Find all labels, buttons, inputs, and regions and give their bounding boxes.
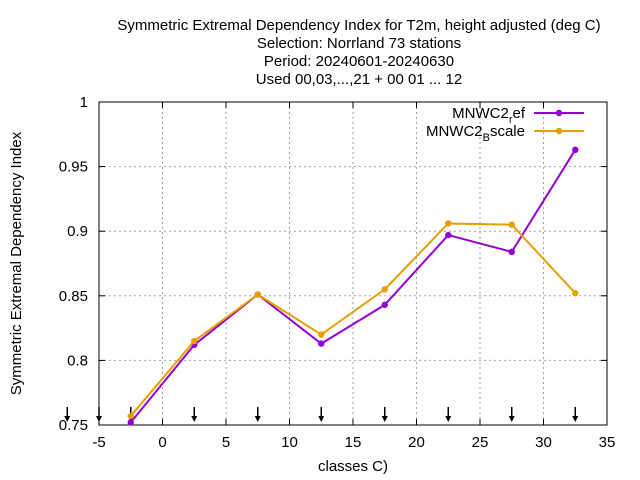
- title-line-3: Period: 20240601-20240630: [264, 53, 454, 70]
- legend-swatch-point: [555, 127, 563, 135]
- down-arrow-marker: [445, 407, 452, 422]
- legend-entry-1: MNWC2ref: [452, 105, 584, 126]
- data-point: [572, 290, 579, 297]
- series-1: [127, 146, 579, 426]
- data-point: [445, 231, 452, 239]
- data-point: [508, 221, 515, 228]
- legend-swatch-point: [555, 109, 563, 117]
- down-arrow-marker: [191, 407, 198, 422]
- x-tick-label: 30: [535, 434, 552, 451]
- y-tick-label: 0.85: [59, 288, 88, 305]
- x-tick-label: 5: [222, 434, 230, 451]
- series-lines: [127, 146, 579, 426]
- title-line-2: Selection: Norrland 73 stations: [257, 35, 461, 52]
- data-point: [127, 419, 134, 426]
- data-point: [127, 412, 134, 420]
- data-point: [508, 248, 515, 256]
- data-point: [254, 291, 261, 298]
- y-tick-label: 0.95: [59, 159, 88, 176]
- chart-title: Symmetric Extremal Dependency Index for …: [117, 17, 600, 88]
- down-arrow-marker: [96, 407, 102, 422]
- x-tick-label: 35: [599, 434, 616, 451]
- x-axis-label: classes C): [318, 458, 388, 475]
- down-arrow-marker: [572, 407, 579, 422]
- down-arrow-marker: [508, 407, 515, 422]
- y-tick-label: 0.8: [67, 352, 88, 369]
- title-line-1: Symmetric Extremal Dependency Index for …: [117, 17, 600, 34]
- data-point: [381, 301, 388, 309]
- down-arrow-marker: [381, 407, 388, 422]
- down-arrow-marker: [254, 407, 261, 422]
- data-point: [445, 220, 452, 227]
- data-point: [381, 286, 388, 293]
- y-axis-label: Symmetric Extremal Dependency Index: [8, 131, 25, 395]
- title-line-4: Used 00,03,...,21 + 00 01 ... 12: [256, 71, 462, 88]
- data-point: [191, 337, 198, 345]
- x-tick-label: 20: [408, 434, 425, 451]
- data-point: [318, 340, 325, 347]
- series-2: [127, 220, 579, 420]
- x-tick-label: 0: [158, 434, 166, 451]
- down-arrow-marker: [318, 407, 325, 422]
- series-line: [129, 222, 576, 417]
- data-point: [318, 331, 325, 338]
- y-tick-label: 0.75: [59, 417, 88, 434]
- y-tick-label: 1: [80, 94, 88, 111]
- data-point: [572, 146, 579, 154]
- down-arrow-marker: [64, 407, 71, 422]
- y-tick-labels: 0.75 0.8 0.85 0.9 0.95 1: [59, 94, 88, 434]
- axis-ticks: [98, 101, 608, 426]
- series-line: [129, 149, 577, 424]
- legend-label: MNWC2ref: [452, 105, 526, 126]
- legend-label: MNWC2Bscale: [426, 123, 525, 144]
- x-tick-label: -5: [92, 434, 105, 451]
- y-tick-label: 0.9: [67, 223, 88, 240]
- x-tick-label: 15: [345, 434, 362, 451]
- x-tick-labels: -5 0 5 10 15 20 25 30 35: [92, 434, 615, 451]
- x-tick-label: 10: [281, 434, 298, 451]
- x-tick-label: 25: [472, 434, 489, 451]
- grid-lines: [99, 102, 607, 425]
- legend-entry-2: MNWC2Bscale: [426, 123, 584, 144]
